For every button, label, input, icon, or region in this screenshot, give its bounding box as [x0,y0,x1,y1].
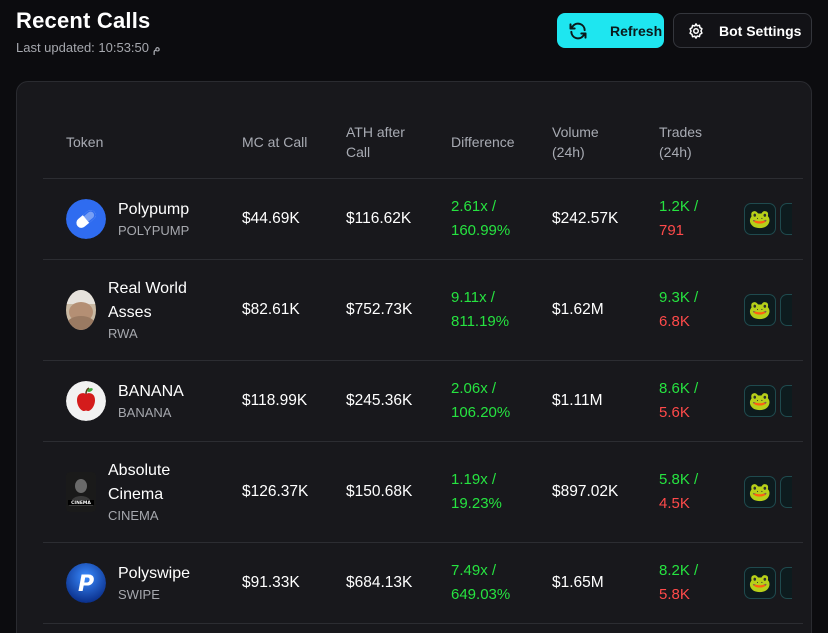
token-symbol: BANANA [118,405,172,420]
secondary-action-button[interactable] [780,385,792,417]
secondary-action-button[interactable] [780,476,792,508]
difference-value: 7.49x /649.03% [451,562,511,603]
mc-at-call-value: $118.99K [242,392,308,409]
token-name: Polyswipe [118,565,191,582]
table-row[interactable]: Real World Asses RWA $82.61K $752.73K 9.… [43,260,803,361]
volume-value: $1.62M [552,301,604,318]
bot-settings-button[interactable]: Bot Settings [673,13,812,48]
frog-icon: 🐸 [748,391,772,411]
page-title: Recent Calls [16,8,151,33]
difference-value: 9.11x /811.19% [451,289,510,330]
token-symbol: SWIPE [118,587,160,602]
secondary-action-button[interactable] [780,203,792,235]
token-name-line2: Cinema [108,486,164,503]
table-row[interactable]: Polypump POLYPUMP $44.69K $116.62K 2.61x… [43,179,803,260]
page-header: Recent Calls Last updated: 10:53:50 م [16,8,161,56]
trades-value: 5.8K /4.5K [659,471,699,512]
refresh-button-label: Refresh [610,22,663,39]
volume-value: $242.57K [552,210,619,227]
frog-bot-button[interactable]: 🐸 [744,567,776,599]
frog-icon: 🐸 [748,209,772,229]
token-symbol: POLYPUMP [118,223,190,238]
ath-after-call-value: $150.68K [346,483,413,500]
volume-value: $1.65M [552,574,604,591]
refresh-icon [567,20,589,42]
frog-bot-button[interactable]: 🐸 [744,476,776,508]
volume-value: $897.02K [552,483,619,500]
difference-value: 2.06x /106.20% [451,380,511,421]
mc-at-call-value: $44.69K [242,210,300,227]
table-row[interactable]: P Polyswipe SWIPE $91.33K $684.13K 7.49x… [43,543,803,624]
frog-icon: 🐸 [748,573,772,593]
token-name-line2: Asses [108,304,152,321]
svg-text:P: P [78,572,94,597]
difference-value: 2.61x /160.99% [451,198,511,239]
frog-icon: 🐸 [748,482,772,502]
svg-text:CINEMA: CINEMA [71,500,91,506]
frog-bot-button[interactable]: 🐸 [744,294,776,326]
token-name: Polypump [118,201,190,218]
ath-after-call-value: $752.73K [346,301,413,318]
column-header-ath-after-call[interactable]: ATH after Call [346,123,405,160]
frog-bot-button[interactable]: 🐸 [744,203,776,235]
trades-value: 8.6K /5.6K [659,380,699,421]
frog-icon: 🐸 [748,300,772,320]
trades-value: 8.2K /5.8K [659,562,699,603]
refresh-button[interactable]: Refresh [557,13,664,48]
token-symbol: RWA [108,326,138,341]
ath-after-call-value: $245.36K [346,392,413,409]
recent-calls-card: Token MC at Call ATH after Call Differen… [16,81,812,633]
mc-at-call-value: $91.33K [242,574,300,591]
trades-value: 9.3K /6.8K [659,289,699,330]
bot-settings-button-label: Bot Settings [719,22,802,39]
difference-value: 1.19x /19.23% [451,471,502,512]
table-row[interactable]: BANANA BANANA $118.99K $245.36K 2.06x /1… [43,361,803,442]
token-name: Absolute [108,462,171,479]
column-header-volume[interactable]: Volume (24h) [552,123,599,160]
column-header-difference[interactable]: Difference [451,133,515,150]
cinema-avatar-icon: CINEMA [66,472,96,512]
column-header-trades[interactable]: Trades (24h) [659,123,703,160]
mc-at-call-value: $82.61K [242,301,300,318]
secondary-action-button[interactable] [780,567,792,599]
table-row[interactable]: CINEMA Absolute Cinema CINEMA $126.37K $… [43,442,803,543]
token-symbol: CINEMA [108,508,159,523]
trades-value: 1.2K /791 [659,198,699,239]
column-header-token[interactable]: Token [66,133,104,150]
pill-icon [66,199,106,239]
column-header-mc-at-call[interactable]: MC at Call [242,133,308,150]
volume-value: $1.11M [552,392,603,409]
token-name: Real World [108,280,187,297]
ath-after-call-value: $684.13K [346,574,413,591]
apple-icon [66,381,106,421]
photo-avatar-icon [66,290,96,330]
ath-after-call-value: $116.62K [346,210,412,227]
mc-at-call-value: $126.37K [242,483,309,500]
paypal-p-icon: P [66,563,106,603]
token-name: BANANA [118,383,184,400]
last-updated-text: Last updated: 10:53:50 م [16,40,161,55]
gear-icon [686,21,706,41]
frog-bot-button[interactable]: 🐸 [744,385,776,417]
secondary-action-button[interactable] [780,294,792,326]
table-header: Token MC at Call ATH after Call Differen… [43,104,803,179]
